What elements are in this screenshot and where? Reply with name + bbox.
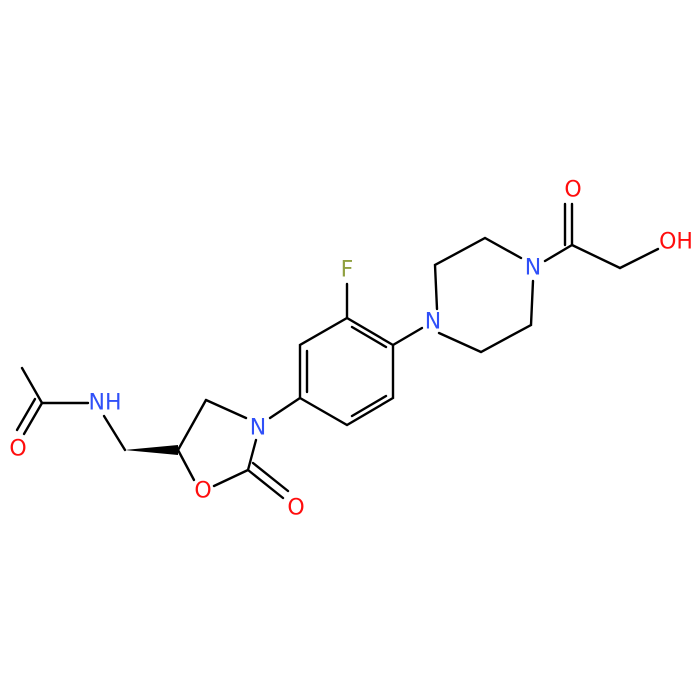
- atom-label: OH: [659, 230, 693, 255]
- atom-label: O: [287, 496, 304, 521]
- atom-label: O: [194, 479, 211, 504]
- atom-label: F: [341, 258, 354, 283]
- atom-label: O: [564, 178, 581, 203]
- atom-label: N: [525, 256, 541, 281]
- atom-label: O: [9, 437, 26, 462]
- atom-labels: O NH O N O F N N O OH: [9, 178, 693, 521]
- atom-label: N: [250, 416, 266, 441]
- bonds: [15, 202, 660, 500]
- atom-label: N: [425, 310, 441, 335]
- atom-label: NH: [89, 391, 122, 416]
